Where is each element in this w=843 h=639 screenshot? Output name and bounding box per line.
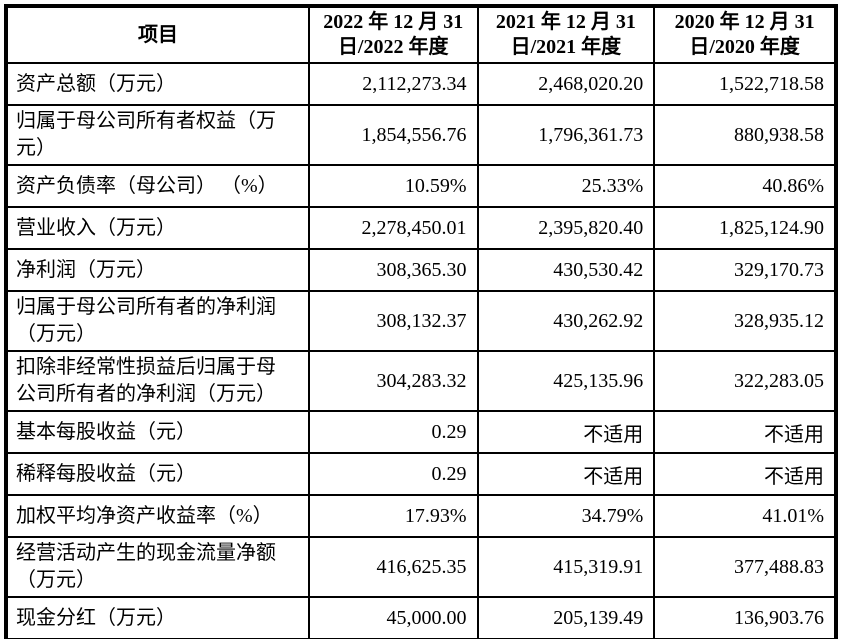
column-header-2022: 2022 年 12 月 31 日/2022 年度 (307, 5, 479, 64)
cell-value: 17.93% (307, 494, 479, 538)
cell-value: 34.79% (476, 494, 656, 538)
row-label: 归属于母公司所有者权益（万元） (5, 104, 310, 166)
row-label: 归属于母公司所有者的净利润 （万元） (5, 290, 310, 352)
table-row: 加权平均净资产收益率（%） 17.93% 34.79% 41.01% (5, 494, 837, 538)
table-row: 净利润（万元） 308,365.30 430,530.42 329,170.73 (5, 248, 837, 292)
row-label: 资产总额（万元） (5, 62, 310, 106)
row-label: 现金分红（万元） (5, 596, 310, 639)
table-row: 扣除非经常性损益后归属于母 公司所有者的净利润（万元） 304,283.32 4… (5, 350, 837, 412)
cell-value: 425,135.96 (476, 350, 656, 412)
cell-value: 1,796,361.73 (476, 104, 656, 166)
cell-value: 308,365.30 (307, 248, 479, 292)
table-row: 稀释每股收益（元） 0.29 不适用 不适用 (5, 452, 837, 496)
table-row: 资产负债率（母公司） （%） 10.59% 25.33% 40.86% (5, 164, 837, 208)
cell-value: 205,139.49 (476, 596, 656, 639)
cell-value: 40.86% (653, 164, 837, 208)
cell-value: 377,488.83 (653, 536, 837, 598)
column-header-2020: 2020 年 12 月 31 日/2020 年度 (653, 5, 837, 64)
column-header-item: 项目 (5, 5, 310, 64)
cell-value: 430,530.42 (476, 248, 656, 292)
cell-value: 2,112,273.34 (307, 62, 479, 106)
cell-value: 1,825,124.90 (653, 206, 837, 250)
cell-value: 0.29 (307, 452, 479, 496)
cell-value: 322,283.05 (653, 350, 837, 412)
table-row: 营业收入（万元） 2,278,450.01 2,395,820.40 1,825… (5, 206, 837, 250)
table-row: 归属于母公司所有者的净利润 （万元） 308,132.37 430,262.92… (5, 290, 837, 352)
row-label: 稀释每股收益（元） (5, 452, 310, 496)
cell-value: 415,319.91 (476, 536, 656, 598)
row-label: 加权平均净资产收益率（%） (5, 494, 310, 538)
cell-value: 329,170.73 (653, 248, 837, 292)
cell-value: 25.33% (476, 164, 656, 208)
cell-value: 2,278,450.01 (307, 206, 479, 250)
cell-value: 2,468,020.20 (476, 62, 656, 106)
cell-value: 41.01% (653, 494, 837, 538)
cell-value: 不适用 (476, 410, 656, 454)
cell-value: 0.29 (307, 410, 479, 454)
cell-value: 430,262.92 (476, 290, 656, 352)
cell-value: 880,938.58 (653, 104, 837, 166)
cell-value: 1,854,556.76 (307, 104, 479, 166)
row-label: 基本每股收益（元） (5, 410, 310, 454)
table-row: 归属于母公司所有者权益（万元） 1,854,556.76 1,796,361.7… (5, 104, 837, 166)
cell-value: 45,000.00 (307, 596, 479, 639)
table-row: 基本每股收益（元） 0.29 不适用 不适用 (5, 410, 837, 454)
table-row: 现金分红（万元） 45,000.00 205,139.49 136,903.76 (5, 596, 837, 639)
cell-value: 不适用 (653, 410, 837, 454)
cell-value: 328,935.12 (653, 290, 837, 352)
row-label: 经营活动产生的现金流量净额 （万元） (5, 536, 310, 598)
table-row: 资产总额（万元） 2,112,273.34 2,468,020.20 1,522… (5, 62, 837, 106)
cell-value: 不适用 (476, 452, 656, 496)
row-label: 资产负债率（母公司） （%） (5, 164, 310, 208)
row-label: 扣除非经常性损益后归属于母 公司所有者的净利润（万元） (5, 350, 310, 412)
cell-value: 136,903.76 (653, 596, 837, 639)
cell-value: 304,283.32 (307, 350, 479, 412)
row-label: 营业收入（万元） (5, 206, 310, 250)
cell-value: 不适用 (653, 452, 837, 496)
cell-value: 10.59% (307, 164, 479, 208)
cell-value: 308,132.37 (307, 290, 479, 352)
cell-value: 1,522,718.58 (653, 62, 837, 106)
row-label: 净利润（万元） (5, 248, 310, 292)
cell-value: 2,395,820.40 (476, 206, 656, 250)
financial-summary-table: 项目 2022 年 12 月 31 日/2022 年度 2021 年 12 月 … (4, 4, 838, 639)
cell-value: 416,625.35 (307, 536, 479, 598)
header-row: 项目 2022 年 12 月 31 日/2022 年度 2021 年 12 月 … (5, 5, 837, 64)
column-header-2021: 2021 年 12 月 31 日/2021 年度 (476, 5, 656, 64)
table-row: 经营活动产生的现金流量净额 （万元） 416,625.35 415,319.91… (5, 536, 837, 598)
